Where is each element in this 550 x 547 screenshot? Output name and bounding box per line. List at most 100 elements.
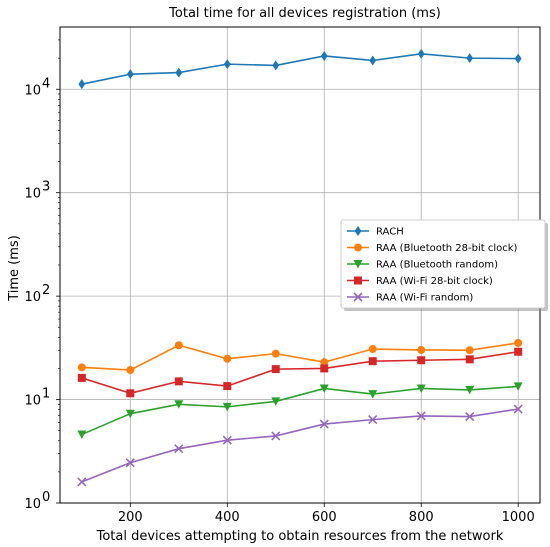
data-point [77,373,86,382]
data-point [416,384,426,393]
data-point [417,345,426,354]
data-point [465,385,475,395]
data-point [126,69,134,80]
data-point [223,382,232,391]
data-point [271,365,280,374]
data-point [319,419,329,429]
y-tick-base: 10 [24,83,41,98]
data-point [77,477,87,487]
series-2 [77,382,523,439]
data-point [354,276,362,285]
data-point [272,60,280,71]
y-tick-exponent: 2 [42,283,50,298]
data-point [174,444,184,454]
legend-item: RAA (Wi-Fi 28-bit clock) [347,276,493,287]
legend-item: RAA (Wi-Fi random) [347,292,473,304]
legend-label: RAA (Wi-Fi 28-bit clock) [376,276,493,287]
y-tick-label: 10 1 [24,387,50,409]
series-4 [77,404,523,487]
data-point [174,400,184,409]
y-axis-title: Time (ms) [7,235,22,302]
y-tick-label: 10 4 [24,76,50,98]
legend-label: RAA (Bluetooth random) [376,260,498,271]
data-point [271,431,281,441]
data-point [223,59,231,70]
data-point [174,341,183,350]
x-tick-label: 400 [215,510,240,525]
data-point [417,48,425,59]
data-point [271,397,281,406]
y-tick-exponent: 3 [42,180,50,195]
y-tick-label: 10 0 [24,490,50,512]
series-1 [77,338,523,375]
chart-title: Total time for all devices registration … [168,6,441,21]
data-point [223,354,232,363]
x-tick-label: 1000 [502,510,535,525]
y-tick-label: 10 2 [24,283,50,305]
series-0 [78,48,522,90]
data-point [513,382,523,391]
series-line [81,350,519,395]
data-point [369,55,377,66]
data-point [222,402,232,412]
y-tick-exponent: 1 [42,387,50,402]
data-point [271,349,280,358]
data-point [320,358,329,367]
legend: RACH RAA (Bluetooth 28-bit clock) RAA (Blu… [340,219,548,311]
data-point [514,338,523,347]
data-point [513,404,523,414]
legend-item: RAA (Bluetooth random) [347,260,498,271]
data-point [320,50,328,61]
y-tick-base: 10 [24,187,41,202]
data-point [77,430,87,439]
data-point [175,67,183,78]
data-point [465,411,475,422]
series-line [81,408,519,483]
data-point [354,226,362,236]
series-layer [77,48,523,487]
data-point [514,53,522,64]
legend-item: RAA (Bluetooth 28-bit clock) [347,243,518,254]
x-tick-label: 800 [409,510,434,525]
data-point [514,347,523,356]
data-point [319,384,329,393]
data-point [368,345,377,354]
y-tick-exponent: 4 [42,76,50,91]
legend-item: RACH [347,226,404,238]
data-point [368,357,377,366]
data-point [354,243,362,252]
legend-label: RACH [376,227,404,238]
y-tick-base: 10 [24,290,41,305]
legend-label: RAA (Wi-Fi random) [376,293,473,304]
y-tick-base: 10 [24,394,41,409]
series-line [81,342,519,371]
legend-label: RAA (Bluetooth 28-bit clock) [376,243,518,254]
y-tick-base: 10 [24,497,41,512]
y-tick-label: 10 3 [24,180,50,202]
data-point [417,356,426,365]
data-point [77,363,86,372]
data-point [78,79,86,90]
data-point [125,409,135,419]
x-tick-label: 600 [312,510,337,525]
data-point [368,415,378,425]
data-point [466,53,474,64]
data-point [416,411,426,421]
data-point [465,346,474,355]
data-point [368,390,378,399]
data-point [125,458,135,468]
data-point [126,366,135,375]
data-point [320,364,329,373]
data-point [353,292,363,302]
x-axis-title: Total devices attempting to obtain resou… [96,529,504,544]
data-point [126,389,135,398]
data-point [353,260,363,269]
data-point [465,355,474,364]
legend-box [340,219,546,309]
series-line [81,53,519,85]
y-tick-exponent: 0 [42,490,50,505]
series-3 [77,347,523,398]
x-tick-label: 200 [118,510,143,525]
